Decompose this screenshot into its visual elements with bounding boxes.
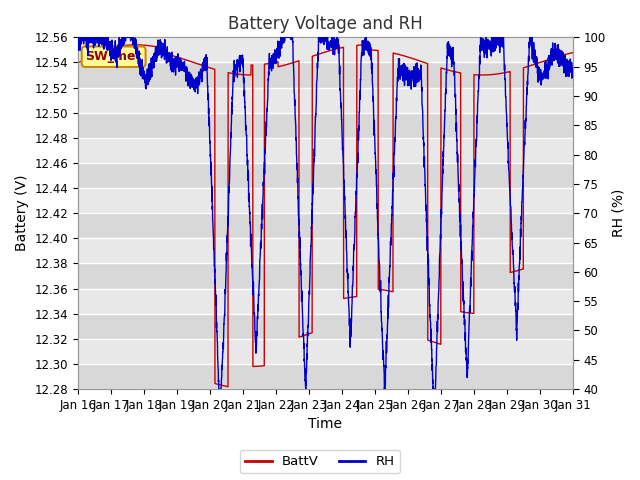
Bar — [78, 163, 573, 188]
Bar — [78, 339, 573, 364]
Bar — [78, 62, 573, 87]
Legend: BattV, RH: BattV, RH — [240, 450, 400, 473]
Bar — [78, 364, 573, 389]
Y-axis label: Battery (V): Battery (V) — [15, 175, 29, 252]
Bar — [78, 113, 573, 138]
Bar — [78, 314, 573, 339]
Title: Battery Voltage and RH: Battery Voltage and RH — [228, 15, 423, 33]
Bar — [78, 37, 573, 62]
Bar — [78, 87, 573, 113]
Bar — [78, 213, 573, 239]
Bar — [78, 188, 573, 213]
Y-axis label: RH (%): RH (%) — [611, 189, 625, 238]
Bar — [78, 239, 573, 264]
X-axis label: Time: Time — [308, 418, 342, 432]
Bar — [78, 264, 573, 288]
Bar — [78, 138, 573, 163]
Bar — [78, 288, 573, 314]
Text: SW_met: SW_met — [86, 50, 142, 63]
